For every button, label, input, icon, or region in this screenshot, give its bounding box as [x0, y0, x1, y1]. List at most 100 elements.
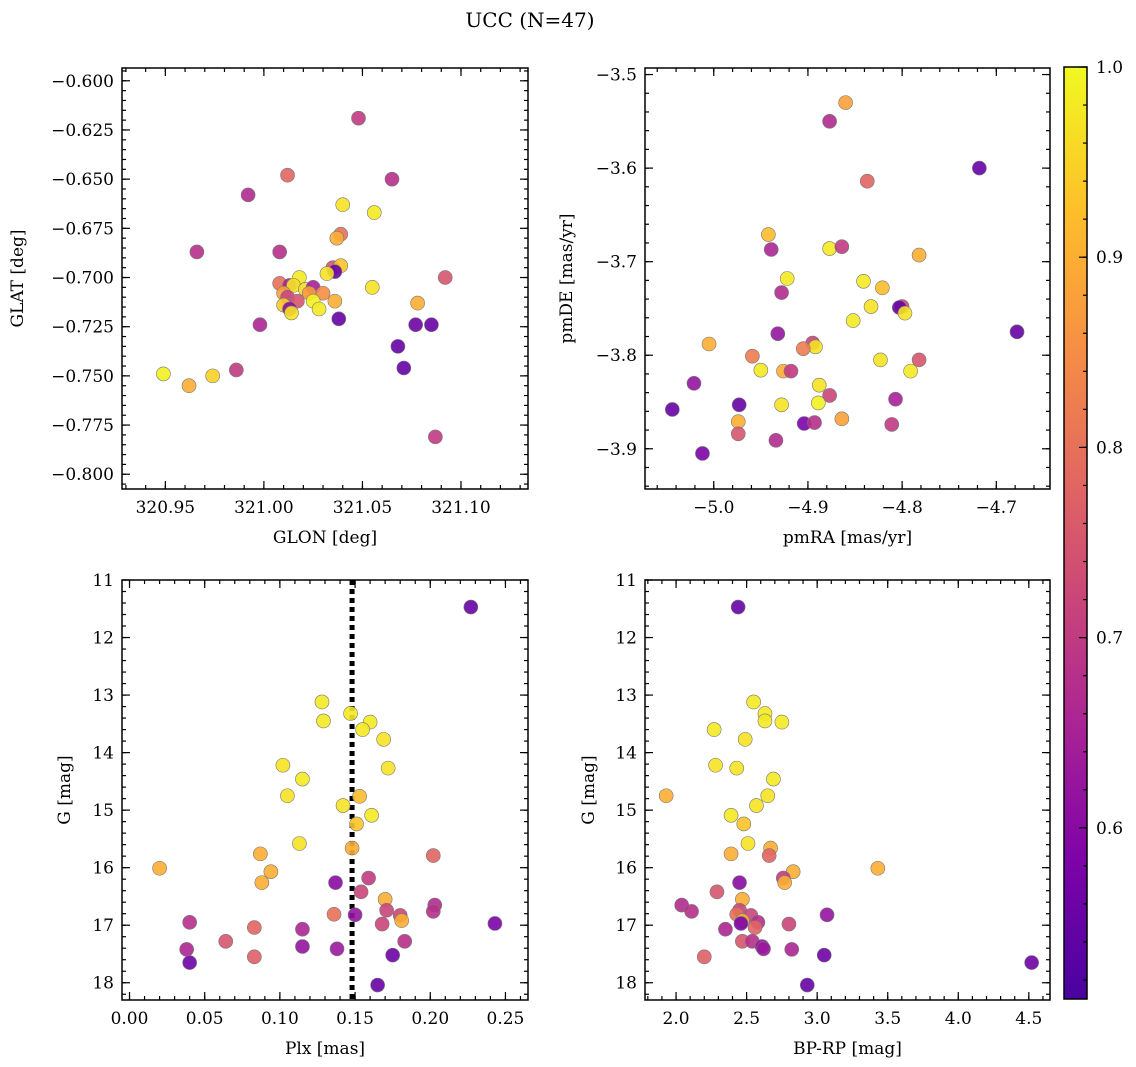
data-point	[179, 942, 194, 957]
data-point	[326, 906, 342, 922]
y-tick-label: −0.625	[51, 121, 114, 141]
data-point	[811, 395, 826, 411]
x-tick-label: 2.0	[663, 1009, 690, 1029]
colorbar-gradient	[1064, 67, 1087, 999]
data-point	[696, 949, 712, 965]
y-axis-label: G [mag]	[579, 755, 599, 824]
data-point	[355, 722, 370, 737]
data-point	[263, 864, 279, 879]
data-point	[328, 875, 343, 890]
colorbar: 0.6 0.7 0.8 0.9 1.0	[1063, 58, 1123, 1000]
data-point	[723, 846, 739, 862]
data-point	[709, 884, 725, 900]
y-tick-label: −0.650	[51, 170, 114, 190]
data-point	[781, 916, 797, 932]
axes-frame	[121, 67, 529, 490]
y-tick-label: 13	[615, 686, 637, 706]
data-point	[760, 788, 776, 804]
data-point	[437, 270, 453, 285]
data-point	[247, 949, 262, 965]
data-point	[408, 317, 423, 333]
data-point	[295, 921, 310, 937]
y-tick-label: −0.725	[51, 318, 114, 338]
y-tick-label: −3.8	[596, 346, 637, 366]
data-point	[487, 916, 503, 931]
data-point	[181, 378, 197, 394]
data-point	[275, 757, 291, 773]
y-tick-label: 13	[92, 686, 114, 706]
data-point	[766, 771, 781, 787]
data-point	[254, 875, 270, 890]
y-tick-label: 16	[92, 859, 114, 879]
data-point	[424, 317, 439, 333]
y-tick-label: −3.9	[596, 440, 637, 460]
data-point	[911, 352, 927, 368]
y-tick-label: 11	[92, 571, 114, 591]
data-point	[972, 160, 987, 176]
data-point	[390, 339, 406, 354]
data-point	[808, 339, 823, 355]
data-point	[884, 417, 900, 432]
subplot-4: 2.0 2.5 3.0 3.5 4.0 4.5 11 12 13 14 15 16 17 18 BP-RP …	[579, 571, 1051, 1059]
axis-ticks	[645, 579, 1050, 1000]
data-point	[425, 848, 441, 863]
data-point	[394, 913, 409, 928]
data-point	[784, 942, 800, 957]
data-point	[397, 934, 412, 949]
x-tick-label: 0.10	[261, 1009, 299, 1029]
axis-ticks	[122, 579, 528, 1000]
data-point	[768, 433, 784, 448]
data-point	[252, 317, 268, 333]
data-point	[888, 391, 903, 407]
data-point	[311, 301, 327, 317]
data-point	[292, 836, 307, 851]
data-point	[761, 848, 777, 863]
data-point	[314, 694, 330, 710]
x-tick-label: 3.0	[804, 1009, 831, 1029]
data-point	[783, 363, 799, 379]
data-point	[718, 921, 733, 937]
y-tick-label: 15	[615, 801, 637, 821]
data-point	[822, 241, 837, 256]
data-point	[284, 305, 299, 321]
x-tick-label: 3.5	[874, 1009, 901, 1029]
x-tick-label: 0.00	[111, 1009, 149, 1029]
data-point	[799, 977, 815, 993]
data-point	[316, 713, 331, 729]
y-tick-label: −3.7	[596, 253, 637, 273]
data-point	[370, 977, 385, 993]
y-tick-label: 12	[615, 629, 637, 649]
x-tick-label: −5.0	[693, 498, 734, 518]
data-point	[740, 836, 756, 851]
data-point	[753, 362, 769, 378]
y-tick-label: −3.5	[596, 66, 637, 86]
data-point	[329, 941, 345, 957]
colorbar-frame	[1063, 66, 1088, 1000]
data-point	[807, 415, 822, 430]
subplot-3: 0.00 0.05 0.10 0.15 0.20 0.25 11 12 13 14 15 16 17 18…	[55, 571, 529, 1059]
data-point	[658, 788, 674, 804]
data-point	[218, 934, 234, 949]
data-point	[870, 860, 886, 876]
data-point	[863, 299, 879, 314]
data-point	[695, 446, 710, 461]
data-point	[732, 875, 747, 890]
data-point	[733, 916, 749, 931]
x-tick-label: 321.10	[431, 498, 490, 518]
data-point	[365, 280, 380, 295]
x-tick-label: 0.25	[487, 1009, 525, 1029]
x-tick-label: 4.0	[945, 1009, 972, 1029]
x-tick-label: 321.00	[234, 498, 293, 518]
colorbar-tick-label: 0.9	[1096, 248, 1123, 268]
data-point	[731, 397, 747, 413]
points	[156, 110, 453, 445]
data-point	[684, 904, 699, 919]
x-tick-label: 320.95	[136, 498, 195, 518]
data-point	[253, 846, 268, 862]
y-tick-label: −0.675	[51, 219, 114, 239]
colorbar-tick-label: 0.7	[1096, 629, 1123, 649]
x-tick-label: −4.9	[787, 498, 828, 518]
colorbar-tick-label: 1.0	[1096, 58, 1123, 78]
data-point	[736, 816, 752, 832]
data-point	[380, 760, 396, 776]
